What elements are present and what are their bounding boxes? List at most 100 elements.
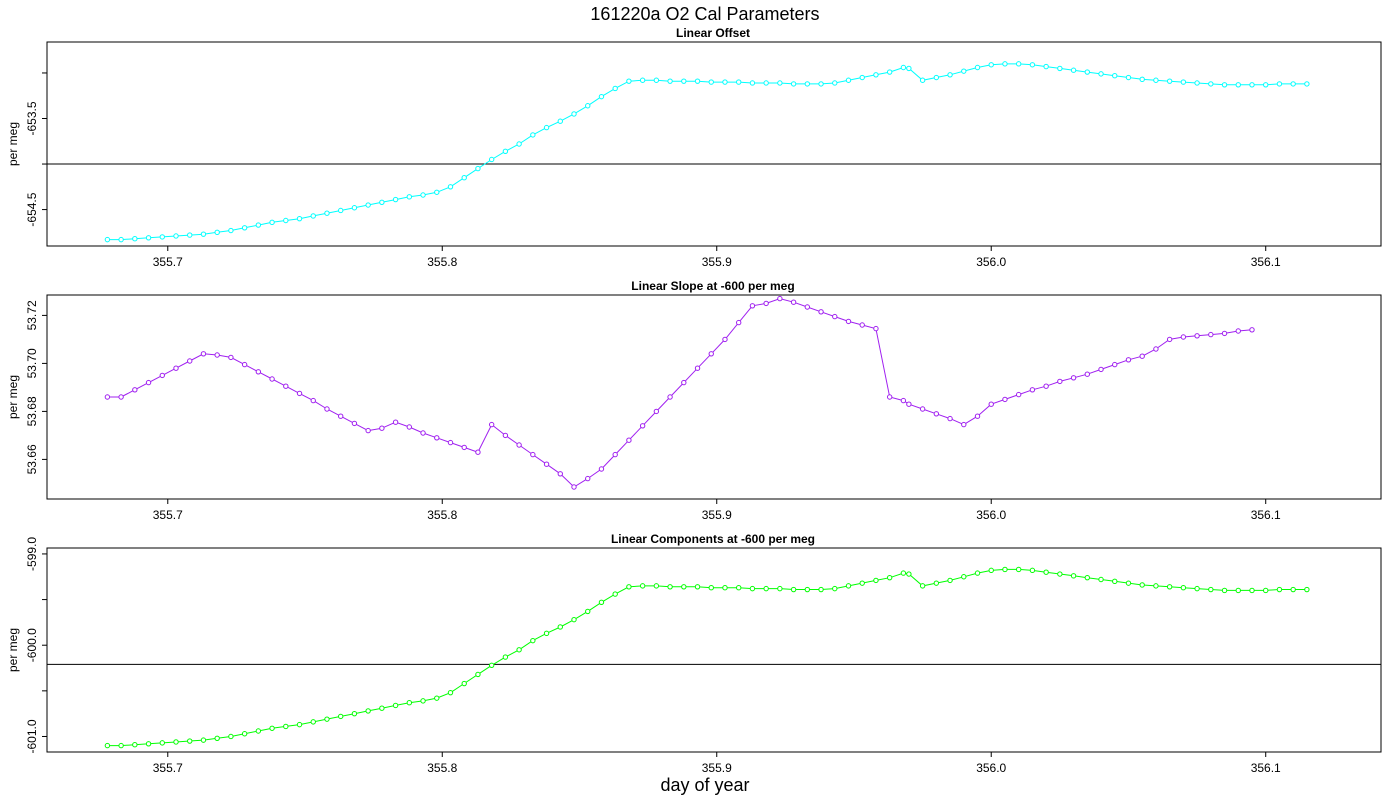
data-point: [145, 379, 152, 386]
data-point: [461, 680, 467, 687]
data-point: [667, 584, 673, 590]
data-point: [296, 390, 303, 397]
data-point: [777, 295, 783, 302]
data-point: [379, 199, 385, 205]
data-point: [241, 225, 248, 231]
data-point: [1057, 378, 1063, 385]
data-point: [694, 584, 701, 590]
data-point: [1125, 74, 1132, 81]
data-point: [241, 731, 248, 737]
data-point: [818, 586, 824, 593]
y-axis-label: per meg: [6, 122, 20, 166]
data-point: [132, 387, 138, 393]
data-point: [557, 471, 563, 477]
data-point: [961, 68, 967, 74]
data-point: [392, 419, 399, 425]
data-point: [804, 81, 811, 87]
data-point: [722, 79, 728, 85]
data-point: [1263, 587, 1269, 594]
data-point: [845, 77, 852, 83]
data-point: [228, 733, 234, 740]
data-point: [461, 174, 467, 181]
data-point: [1098, 71, 1104, 77]
y-tick-label: 53.72: [25, 300, 39, 330]
data-point: [777, 585, 783, 592]
data-point: [214, 352, 220, 358]
data-point: [200, 231, 207, 237]
data-point: [420, 430, 426, 436]
x-tick-label: 355.7: [153, 508, 183, 522]
x-tick-label: 355.9: [702, 761, 732, 775]
data-point: [1125, 357, 1132, 363]
data-point: [585, 608, 591, 615]
data-point: [488, 662, 495, 668]
data-point: [145, 235, 152, 241]
data-point: [296, 721, 303, 728]
data-point: [873, 72, 879, 78]
data-point: [859, 322, 865, 328]
data-point: [1084, 69, 1091, 75]
data-point: [1304, 81, 1310, 87]
data-point: [1112, 578, 1118, 585]
data-point: [1194, 333, 1200, 339]
data-point: [790, 299, 797, 305]
data-point: [530, 132, 536, 138]
data-point: [200, 351, 207, 357]
data-point: [1139, 582, 1145, 588]
data-point: [516, 647, 522, 653]
data-point: [919, 77, 926, 83]
data-point: [283, 217, 289, 224]
data-point: [543, 461, 550, 467]
data-point: [1112, 72, 1118, 79]
data-point: [488, 421, 495, 428]
data-point: [337, 713, 344, 720]
y-tick-label: -600.0: [25, 628, 39, 662]
data-point: [736, 585, 742, 591]
y-tick-label: 53.66: [25, 444, 39, 474]
data-point: [961, 574, 967, 580]
data-point: [653, 583, 660, 589]
data-point: [324, 210, 330, 216]
data-point: [516, 442, 522, 448]
data-point: [543, 124, 550, 131]
data-point: [626, 437, 632, 443]
x-tick-label: 356.0: [976, 255, 1006, 269]
data-point: [777, 80, 783, 86]
data-point: [653, 77, 660, 83]
data-point: [1029, 62, 1036, 68]
data-point: [420, 192, 426, 198]
x-tick-label: 355.8: [427, 761, 457, 775]
data-point: [173, 365, 179, 371]
data-point: [1194, 585, 1200, 592]
data-point: [667, 78, 673, 84]
data-point: [269, 725, 275, 731]
series-line: [107, 63, 1307, 241]
data-point: [1002, 396, 1008, 403]
data-point: [832, 585, 838, 592]
data-point: [214, 735, 220, 742]
data-point: [585, 103, 591, 109]
x-tick-label: 356.1: [1251, 761, 1281, 775]
data-point: [159, 372, 165, 379]
x-axis-label: day of year: [660, 775, 749, 795]
data-point: [988, 401, 994, 407]
data-point: [434, 435, 440, 441]
data-point: [351, 205, 358, 211]
data-point: [1015, 566, 1022, 573]
chart-panels: Linear Offset 355.7 355.8 355.9 356.0 356.1 -6…: [6, 26, 1382, 775]
data-point: [974, 570, 981, 576]
data-point: [379, 425, 385, 431]
data-point: [255, 728, 262, 734]
data-point: [337, 207, 344, 214]
data-point: [681, 78, 687, 84]
data-point: [351, 420, 358, 427]
data-point: [118, 394, 124, 400]
data-point: [1304, 586, 1310, 593]
y-axis-label: per meg: [6, 375, 20, 419]
data-point: [200, 737, 207, 743]
data-point: [1208, 586, 1214, 593]
data-point: [447, 184, 454, 190]
data-point: [790, 81, 797, 87]
data-point: [365, 708, 371, 714]
plot-frame: [46, 547, 1382, 753]
